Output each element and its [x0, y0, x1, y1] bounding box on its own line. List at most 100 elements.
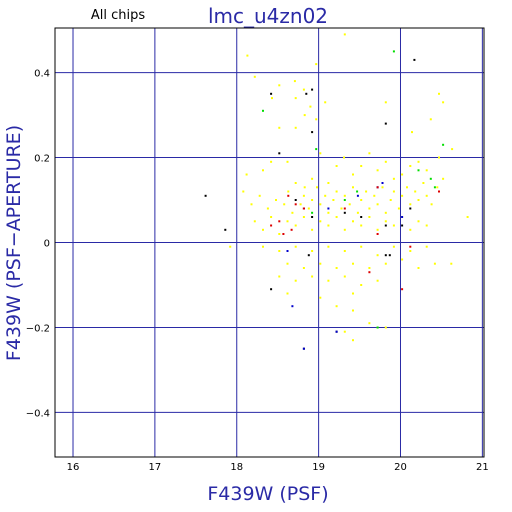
data-point-yellow [352, 262, 354, 265]
data-point-yellow [401, 258, 404, 261]
data-point-red [270, 224, 273, 227]
data-point-green [442, 143, 445, 146]
data-point-yellow [401, 173, 404, 176]
data-point-yellow [442, 101, 445, 104]
data-point-yellow [384, 211, 387, 214]
data-point-yellow [389, 199, 392, 201]
data-point-red [376, 233, 379, 235]
data-point-yellow [287, 190, 290, 193]
data-point-yellow [302, 194, 305, 197]
data-point-yellow [315, 118, 318, 121]
data-point-yellow [392, 224, 395, 227]
data-point-yellow [327, 279, 330, 282]
plot-frame [54, 27, 485, 458]
data-point-yellow [253, 220, 256, 223]
data-point-black [401, 224, 404, 227]
data-point-red [302, 207, 305, 210]
data-point-yellow [319, 152, 322, 155]
data-point-black [413, 58, 416, 61]
y-tick-label: 0.4 [34, 69, 50, 80]
data-point-black [409, 207, 412, 210]
data-point-yellow [381, 186, 384, 189]
data-point-green [311, 211, 314, 214]
data-point-black [204, 194, 207, 197]
data-point-blue [286, 250, 289, 252]
data-point-yellow [286, 262, 289, 265]
data-point-yellow [262, 245, 264, 248]
data-point-yellow [425, 224, 428, 227]
data-point-yellow [422, 182, 425, 184]
data-point-green [343, 199, 346, 201]
data-point-yellow [417, 267, 420, 269]
data-point-red [343, 207, 346, 210]
data-point-yellow [327, 182, 330, 184]
data-point-yellow [335, 190, 338, 193]
data-point-yellow [343, 275, 346, 278]
y-tick-label: −0.2 [26, 323, 50, 334]
data-point-black [311, 88, 314, 91]
data-point-yellow [392, 177, 395, 180]
x-tick-label: 19 [312, 462, 325, 473]
data-point-black [311, 131, 314, 134]
data-point-yellow [368, 216, 371, 218]
data-point-yellow [253, 75, 256, 78]
data-points [204, 33, 469, 350]
data-point-green [433, 186, 436, 189]
data-point-yellow [343, 228, 346, 231]
data-point-red [290, 228, 293, 231]
x-tick-label: 16 [67, 462, 80, 473]
data-point-yellow [332, 199, 335, 201]
data-point-black [270, 288, 273, 291]
data-point-yellow [406, 186, 408, 189]
data-point-yellow [433, 262, 436, 265]
data-point-yellow [376, 254, 379, 257]
data-point-yellow [299, 203, 302, 206]
data-point-yellow [384, 220, 387, 223]
data-point-blue [335, 330, 338, 333]
data-point-yellow [270, 160, 273, 163]
data-point-yellow [425, 194, 428, 197]
data-point-green [262, 109, 264, 112]
data-point-yellow [376, 228, 379, 231]
data-point-yellow [294, 224, 297, 227]
data-point-black [270, 92, 273, 95]
data-point-yellow [450, 262, 453, 265]
x-tick-label: 20 [394, 462, 407, 473]
data-point-green [417, 169, 420, 172]
data-point-red [438, 190, 440, 193]
data-point-yellow [278, 84, 281, 87]
data-point-red [368, 271, 371, 274]
data-point-yellow [368, 267, 371, 269]
data-point-yellow [409, 228, 412, 231]
data-point-yellow [294, 126, 297, 129]
data-point-yellow [360, 245, 363, 248]
data-point-black [384, 254, 387, 257]
data-point-yellow [343, 33, 346, 36]
data-point-blue [291, 305, 294, 308]
data-point-yellow [283, 203, 286, 206]
data-point-yellow [368, 152, 371, 155]
x-tick-label: 17 [149, 462, 162, 473]
data-point-yellow [294, 97, 297, 100]
data-point-black [307, 254, 310, 257]
y-tick-label: −0.4 [26, 408, 50, 419]
data-point-yellow [242, 190, 245, 193]
data-point-yellow [327, 245, 330, 248]
data-point-yellow [275, 199, 277, 201]
x-tick-labels: 16 17 18 19 20 21 [67, 462, 489, 473]
data-point-yellow [343, 330, 346, 333]
data-point-yellow [319, 203, 322, 206]
data-point-yellow [368, 207, 371, 210]
data-point-green [392, 50, 395, 53]
data-point-yellow [266, 207, 269, 210]
data-point-yellow [430, 203, 433, 206]
data-point-red [278, 220, 281, 223]
data-point-yellow [384, 262, 387, 265]
data-point-yellow [286, 220, 289, 223]
data-point-yellow [392, 245, 395, 248]
data-point-yellow [245, 173, 248, 176]
data-point-yellow [319, 296, 322, 299]
data-point-yellow [302, 267, 305, 269]
data-point-yellow [360, 224, 363, 227]
